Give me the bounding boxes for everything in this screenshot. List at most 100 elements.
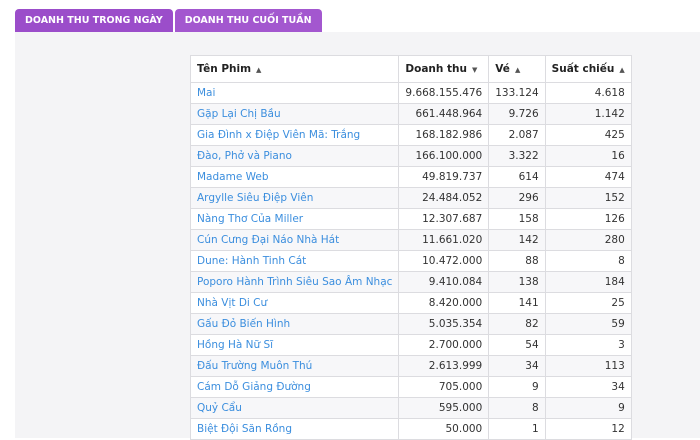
- table-row: Poporo Hành Trình Siêu Sao Âm Nhạc 9.410.…: [189, 271, 632, 293]
- table-row: Cám Dỗ Giảng Đường 705.000 9 34: [189, 376, 632, 398]
- column-header-screenings[interactable]: Suất chiếu ▲: [544, 55, 632, 83]
- movie-title-link[interactable]: Đấu Trường Muôn Thú: [197, 360, 313, 372]
- cell-tickets: 82: [488, 313, 546, 335]
- cell-revenue: 11.661.020: [398, 229, 490, 251]
- sort-asc-icon: ▲: [619, 66, 625, 74]
- cell-screenings: 113: [544, 355, 632, 377]
- cell-tickets: 1: [488, 418, 546, 440]
- content-panel: Tên Phim ▲ Doanh thu ▼ Vé ▲ Suất chiếu ▲ Mai…: [15, 32, 700, 440]
- cell-title: Nàng Thơ Của Miller: [189, 208, 400, 230]
- cell-tickets: 34: [488, 355, 546, 377]
- cell-screenings: 184: [544, 271, 632, 293]
- cell-revenue: 12.307.687: [398, 208, 490, 230]
- cell-title: Quỷ Cẩu: [189, 397, 400, 419]
- movie-title-link[interactable]: Cám Dỗ Giảng Đường: [197, 381, 311, 393]
- column-header-label: Vé: [495, 63, 510, 75]
- cell-tickets: 614: [488, 166, 546, 188]
- cell-screenings: 474: [544, 166, 632, 188]
- table-row: Argylle Siêu Điệp Viên 24.484.052 296 152: [189, 187, 632, 209]
- cell-tickets: 88: [488, 250, 546, 272]
- table-row: Đào, Phở và Piano 166.100.000 3.322 16: [189, 145, 632, 167]
- table-row: Madame Web 49.819.737 614 474: [189, 166, 632, 188]
- cell-title: Đào, Phở và Piano: [189, 145, 400, 167]
- cell-revenue: 166.100.000: [398, 145, 490, 167]
- cell-revenue: 2.700.000: [398, 334, 490, 356]
- cell-title: Mai: [189, 82, 400, 104]
- table-row: Biệt Đội Săn Rồng 50.000 1 12: [189, 418, 632, 440]
- movie-title-link[interactable]: Mai: [197, 87, 216, 99]
- cell-tickets: 158: [488, 208, 546, 230]
- tab-weekend-revenue[interactable]: DOANH THU CUỐI TUẦN: [174, 9, 322, 32]
- column-header-label: Tên Phim: [197, 63, 252, 75]
- tab-daily-revenue[interactable]: DOANH THU TRONG NGÀY: [15, 9, 173, 32]
- cell-title: Gia Đình x Điệp Viên Mã: Trắng: [189, 124, 400, 146]
- movie-title-link[interactable]: Hồng Hà Nữ Sĩ: [197, 339, 274, 351]
- cell-revenue: 8.420.000: [398, 292, 490, 314]
- cell-title: Biệt Đội Săn Rồng: [189, 418, 400, 440]
- movie-title-link[interactable]: Gấu Đỏ Biến Hình: [197, 318, 291, 330]
- cell-tickets: 142: [488, 229, 546, 251]
- movie-title-link[interactable]: Dune: Hành Tinh Cát: [197, 255, 307, 267]
- column-header-label: Suất chiếu: [551, 63, 615, 75]
- cell-tickets: 3.322: [488, 145, 546, 167]
- cell-title: Argylle Siêu Điệp Viên: [189, 187, 400, 209]
- cell-screenings: 4.618: [544, 82, 632, 104]
- cell-revenue: 2.613.999: [398, 355, 490, 377]
- cell-revenue: 24.484.052: [398, 187, 490, 209]
- movie-title-link[interactable]: Biệt Đội Săn Rồng: [197, 423, 292, 435]
- cell-title: Nhà Vịt Di Cư: [189, 292, 400, 314]
- cell-screenings: 12: [544, 418, 632, 440]
- cell-tickets: 133.124: [488, 82, 546, 104]
- movie-title-link[interactable]: Poporo Hành Trình Siêu Sao Âm Nhạc: [197, 276, 393, 288]
- cell-screenings: 59: [544, 313, 632, 335]
- cell-screenings: 126: [544, 208, 632, 230]
- table-row: Nàng Thơ Của Miller 12.307.687 158 126: [189, 208, 632, 230]
- table-row: Gia Đình x Điệp Viên Mã: Trắng 168.182.98…: [189, 124, 632, 146]
- cell-revenue: 168.182.986: [398, 124, 490, 146]
- cell-tickets: 138: [488, 271, 546, 293]
- table-row: Mai 9.668.155.476 133.124 4.618: [189, 82, 632, 104]
- cell-revenue: 661.448.964: [398, 103, 490, 125]
- cell-tickets: 296: [488, 187, 546, 209]
- cell-title: Gấu Đỏ Biến Hình: [189, 313, 400, 335]
- cell-title: Hồng Hà Nữ Sĩ: [189, 334, 400, 356]
- cell-tickets: 8: [488, 397, 546, 419]
- cell-title: Đấu Trường Muôn Thú: [189, 355, 400, 377]
- movie-title-link[interactable]: Nhà Vịt Di Cư: [197, 297, 268, 309]
- cell-revenue: 9.410.084: [398, 271, 490, 293]
- sort-desc-icon: ▼: [472, 66, 478, 74]
- column-header-label: Doanh thu: [405, 63, 468, 75]
- movie-title-link[interactable]: Quỷ Cẩu: [197, 402, 242, 414]
- cell-screenings: 280: [544, 229, 632, 251]
- cell-revenue: 595.000: [398, 397, 490, 419]
- cell-title: Cám Dỗ Giảng Đường: [189, 376, 400, 398]
- cell-screenings: 8: [544, 250, 632, 272]
- movie-title-link[interactable]: Madame Web: [197, 171, 269, 183]
- table-row: Dune: Hành Tinh Cát 10.472.000 88 8: [189, 250, 632, 272]
- cell-title: Poporo Hành Trình Siêu Sao Âm Nhạc: [189, 271, 400, 293]
- movie-title-link[interactable]: Đào, Phở và Piano: [197, 150, 292, 162]
- table-row: Gấu Đỏ Biến Hình 5.035.354 82 59: [189, 313, 632, 335]
- cell-screenings: 3: [544, 334, 632, 356]
- cell-screenings: 9: [544, 397, 632, 419]
- table-body: Mai 9.668.155.476 133.124 4.618 Gặp Lại Chị …: [189, 82, 632, 440]
- box-office-table: Tên Phim ▲ Doanh thu ▼ Vé ▲ Suất chiếu ▲ Mai…: [189, 55, 632, 440]
- movie-title-link[interactable]: Gia Đình x Điệp Viên Mã: Trắng: [197, 129, 361, 141]
- column-header-revenue[interactable]: Doanh thu ▼: [398, 55, 490, 83]
- movie-title-link[interactable]: Gặp Lại Chị Bầu: [197, 108, 281, 120]
- movie-title-link[interactable]: Nàng Thơ Của Miller: [197, 213, 304, 225]
- cell-title: Cún Cưng Đại Náo Nhà Hát: [189, 229, 400, 251]
- cell-tickets: 9.726: [488, 103, 546, 125]
- cell-screenings: 25: [544, 292, 632, 314]
- cell-screenings: 152: [544, 187, 632, 209]
- column-header-tickets[interactable]: Vé ▲: [488, 55, 546, 83]
- cell-screenings: 1.142: [544, 103, 632, 125]
- cell-revenue: 9.668.155.476: [398, 82, 490, 104]
- table-row: Đấu Trường Muôn Thú 2.613.999 34 113: [189, 355, 632, 377]
- movie-title-link[interactable]: Cún Cưng Đại Náo Nhà Hát: [197, 234, 340, 246]
- table-row: Quỷ Cẩu 595.000 8 9: [189, 397, 632, 419]
- movie-title-link[interactable]: Argylle Siêu Điệp Viên: [197, 192, 314, 204]
- cell-title: Dune: Hành Tinh Cát: [189, 250, 400, 272]
- column-header-title[interactable]: Tên Phim ▲: [189, 55, 400, 83]
- cell-revenue: 50.000: [398, 418, 490, 440]
